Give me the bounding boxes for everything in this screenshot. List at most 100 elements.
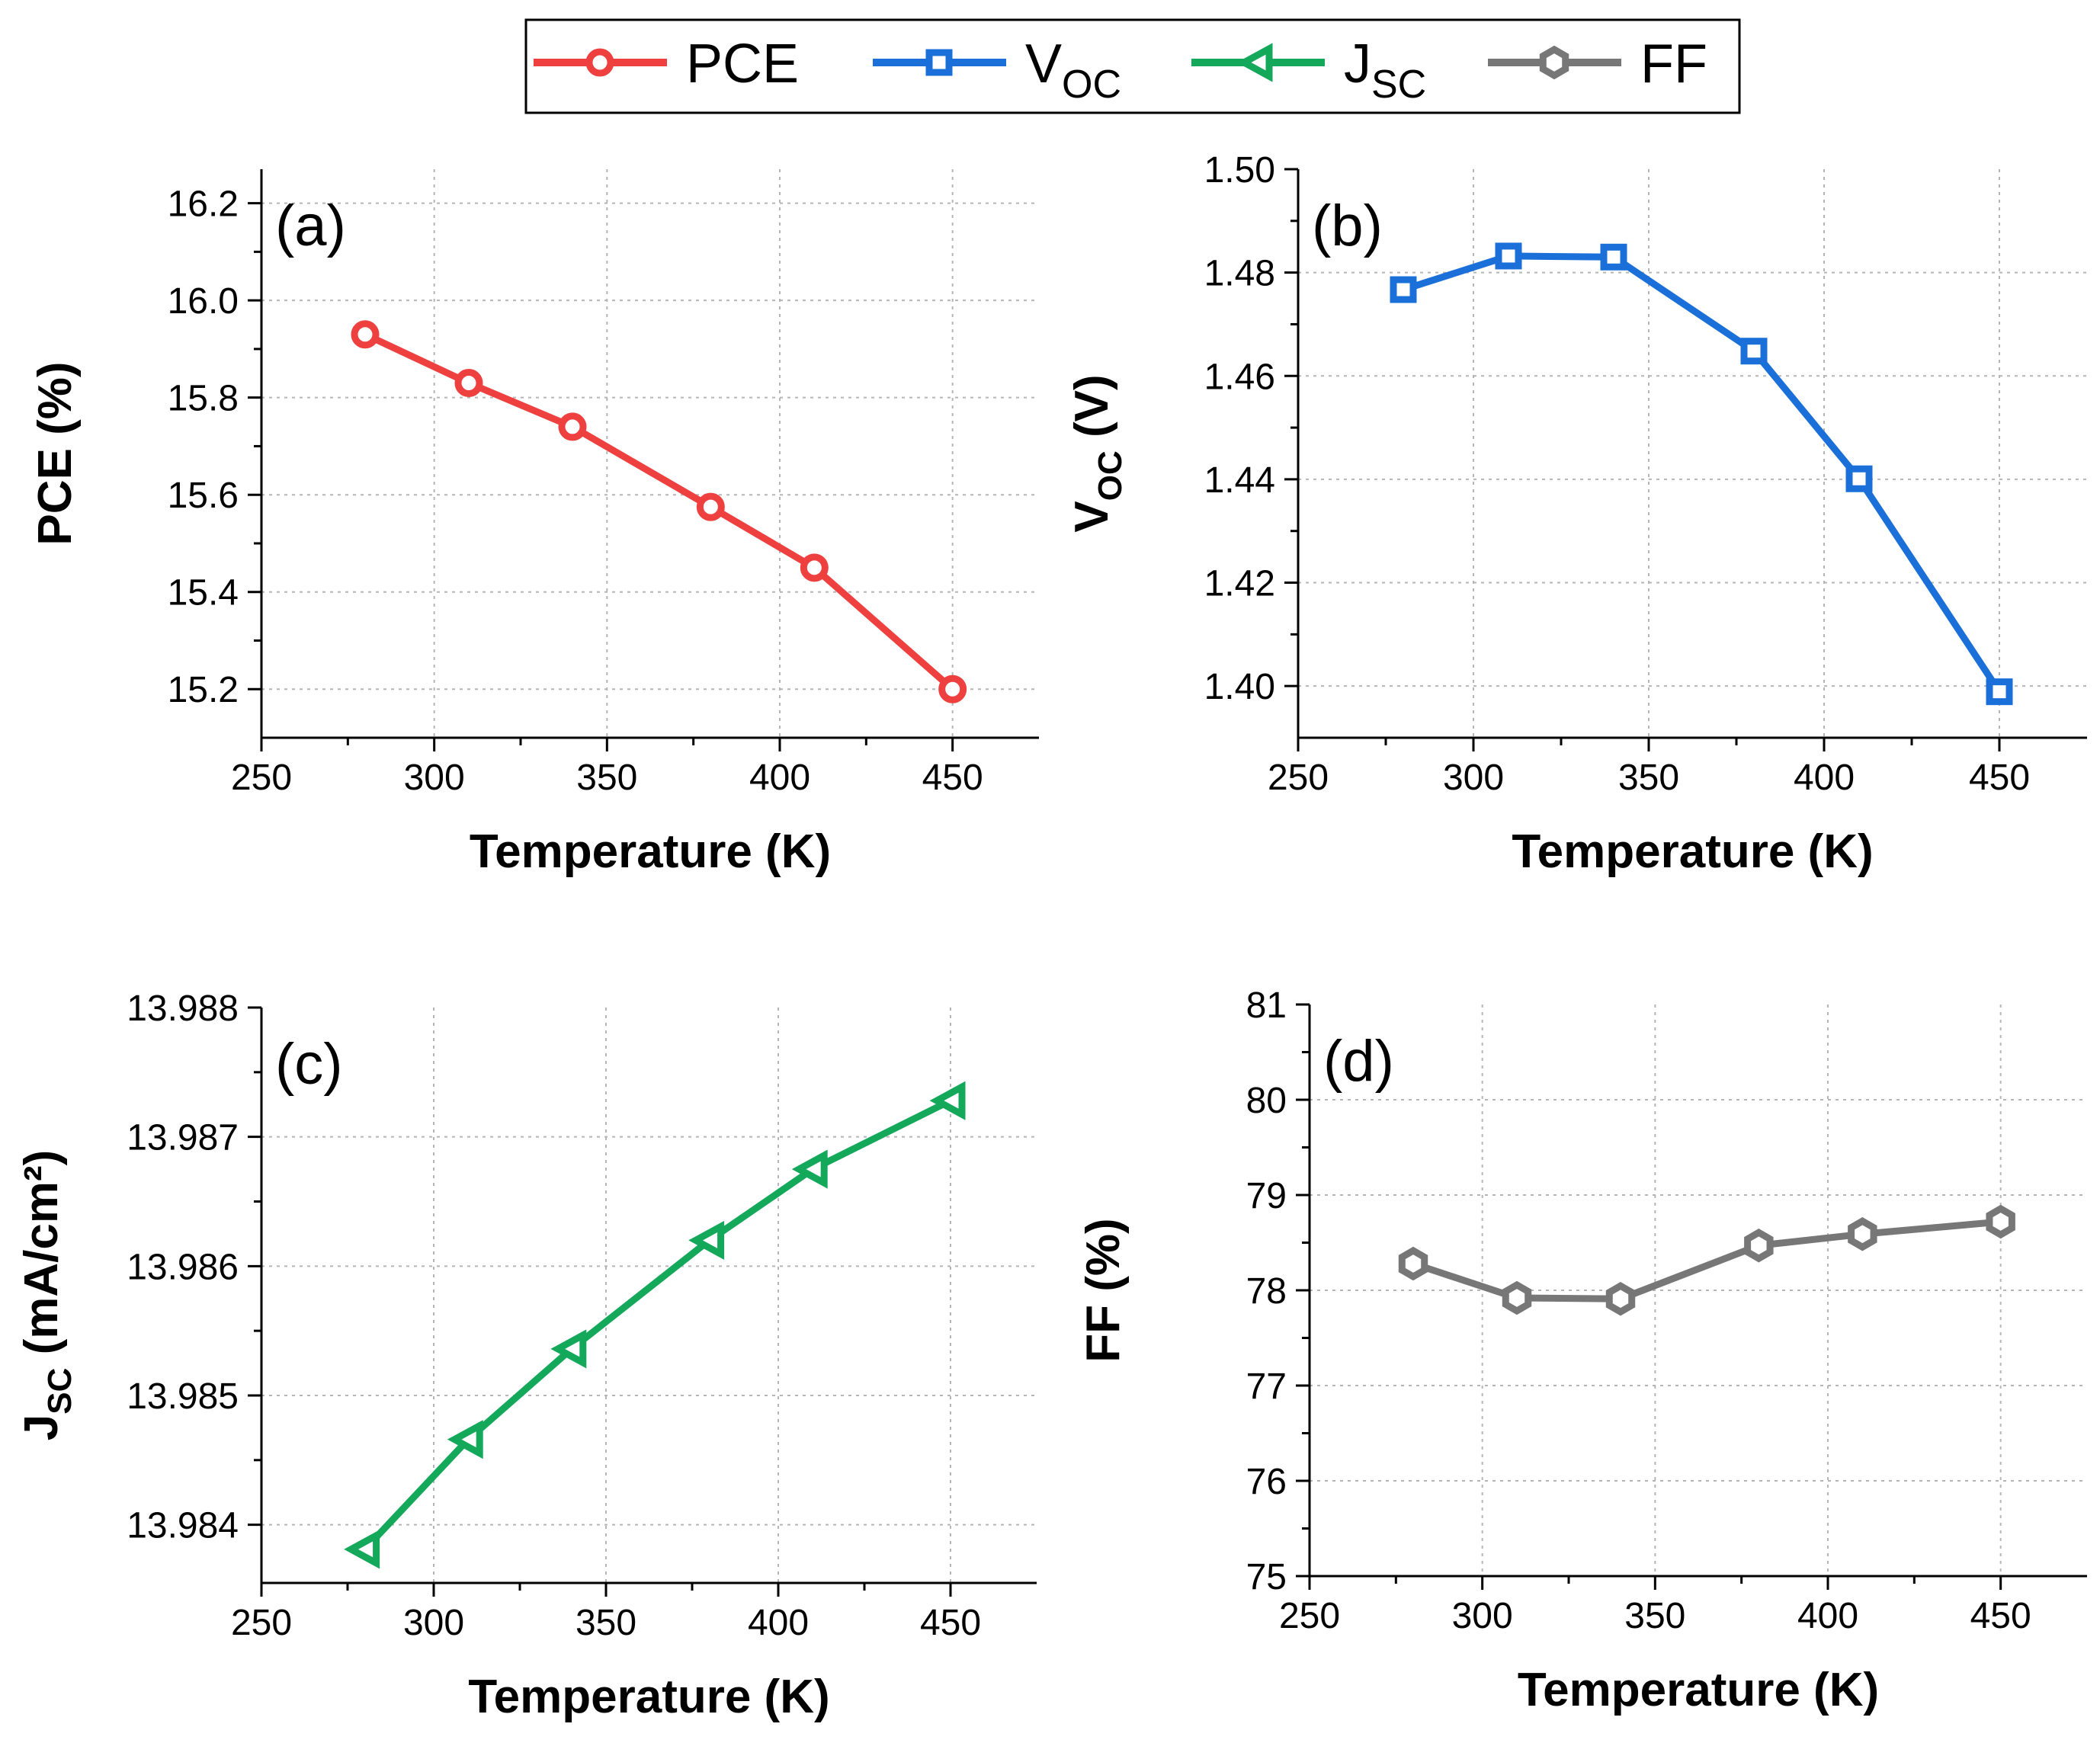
data-point	[800, 553, 829, 582]
data-point	[929, 1081, 966, 1120]
legend-item: FF	[1488, 34, 1707, 95]
y-tick-label: 80	[1246, 1081, 1287, 1121]
x-axis-title: Temperature (K)	[1512, 825, 1873, 878]
data-point	[688, 1220, 725, 1260]
y-tick-label: 76	[1246, 1462, 1287, 1502]
x-tick-label: 350	[1624, 1596, 1685, 1636]
x-tick-label: 350	[1618, 758, 1679, 798]
x-tick-label: 450	[1969, 758, 2030, 798]
y-tick-label: 78	[1246, 1271, 1287, 1312]
legend-marker	[925, 49, 953, 76]
legend-marker	[1236, 43, 1273, 82]
data-point	[938, 674, 967, 703]
data-point	[344, 1530, 380, 1569]
x-tick-label: 250	[1279, 1596, 1340, 1636]
x-tick-label: 250	[231, 758, 292, 798]
x-axis-title: Temperature (K)	[470, 825, 831, 878]
panel-label: (d)	[1323, 1029, 1394, 1094]
data-point	[454, 369, 483, 398]
x-tick-label: 400	[749, 758, 810, 798]
legend-label: FF	[1640, 34, 1707, 95]
data-point	[1845, 465, 1873, 492]
series-line	[1412, 1218, 2002, 1302]
y-tick-label: 75	[1246, 1557, 1287, 1597]
data-point	[696, 492, 725, 521]
panel-a: 250 300 350 400 450 15.2 15.4 15.6 15.8 16.0 16.2 T…	[29, 169, 1039, 878]
y-tick-label: 15.2	[168, 670, 239, 710]
legend-label: PCE	[686, 34, 799, 95]
y-tick-label: 16.2	[168, 184, 239, 225]
legend-label: VOC	[1025, 34, 1121, 107]
y-tick-label: 1.46	[1204, 357, 1275, 397]
chart-panels: 250 300 350 400 450 15.2 15.4 15.6 15.8 16.0 16.2 T…	[15, 150, 2087, 1723]
x-tick-label: 400	[748, 1603, 809, 1643]
y-tick-label: 16.0	[168, 281, 239, 322]
y-tick-label: 15.6	[168, 476, 239, 516]
data-point	[550, 1329, 587, 1369]
y-tick-label: 1.50	[1204, 150, 1275, 191]
panel-label: (b)	[1312, 194, 1383, 258]
x-tick-label: 450	[920, 1603, 981, 1643]
y-tick-label: 77	[1246, 1367, 1287, 1407]
y-tick-label: 1.48	[1204, 254, 1275, 294]
legend-marker	[1539, 45, 1569, 80]
y-tick-label: 13.984	[127, 1506, 239, 1546]
x-tick-label: 250	[231, 1603, 292, 1643]
panel-label: (c)	[275, 1032, 343, 1097]
x-tick-label: 300	[403, 1603, 464, 1643]
y-tick-label: 1.42	[1204, 564, 1275, 604]
series-line	[1402, 252, 2002, 694]
legend-marker	[585, 48, 614, 77]
legend-item: VOC	[873, 34, 1121, 107]
y-axis-title: FF (%)	[1077, 1218, 1130, 1362]
data-point	[1605, 1282, 1636, 1316]
x-tick-label: 350	[575, 1603, 636, 1643]
panel-b: 250 300 350 400 450 1.40 1.42 1.44 1.46 1.48 1.50 T…	[1066, 150, 2087, 878]
y-tick-label: 1.40	[1204, 667, 1275, 707]
data-point	[351, 320, 380, 349]
data-point	[1740, 338, 1768, 365]
panel-label: (a)	[275, 194, 346, 258]
y-tick-label: 13.987	[127, 1118, 239, 1158]
y-tick-label: 13.986	[127, 1247, 239, 1287]
panel-c: 250 300 350 400 450 13.984 13.985 13.986 13.987 1…	[15, 988, 1037, 1723]
data-point	[791, 1149, 828, 1189]
x-axis-title: Temperature (K)	[1518, 1664, 1879, 1716]
data-point	[1398, 1246, 1428, 1281]
y-tick-label: 13.985	[127, 1376, 239, 1417]
y-axis-title: VOC (V)	[1066, 374, 1129, 532]
y-tick-label: 15.8	[168, 379, 239, 419]
y-axis-title: PCE (%)	[29, 361, 82, 545]
x-tick-label: 400	[1797, 1596, 1858, 1636]
y-tick-label: 81	[1246, 985, 1287, 1026]
x-tick-label: 350	[576, 758, 637, 798]
data-point	[447, 1420, 483, 1459]
y-tick-label: 1.44	[1204, 460, 1275, 501]
legend: PCE VOC JSC FF	[524, 18, 1741, 114]
data-point	[1986, 678, 2013, 706]
y-tick-label: 13.988	[127, 988, 239, 1029]
x-axis-title: Temperature (K)	[468, 1671, 829, 1723]
x-tick-label: 250	[1268, 758, 1329, 798]
x-tick-label: 450	[922, 758, 983, 798]
legend-item: JSC	[1191, 34, 1426, 107]
legend-item: PCE	[534, 34, 799, 95]
y-axis-title: JSC (mA/cm²)	[15, 1150, 79, 1441]
series-line	[362, 1097, 953, 1552]
panel-d: 250 300 350 400 450 75 76 77 78 79 80 81 Temperature…	[1077, 985, 2087, 1716]
x-tick-label: 300	[404, 758, 465, 798]
data-point	[1600, 243, 1627, 271]
data-point	[1744, 1229, 1774, 1263]
legend-label: JSC	[1344, 34, 1426, 107]
y-tick-label: 15.4	[168, 573, 239, 614]
data-point	[1848, 1217, 1877, 1251]
x-tick-label: 300	[1443, 758, 1504, 798]
x-tick-label: 400	[1794, 758, 1855, 798]
data-point	[558, 412, 587, 441]
data-point	[1390, 276, 1417, 303]
data-point	[1495, 242, 1522, 270]
series-line	[364, 331, 955, 692]
data-point	[1986, 1204, 2015, 1239]
data-point	[1502, 1280, 1532, 1315]
